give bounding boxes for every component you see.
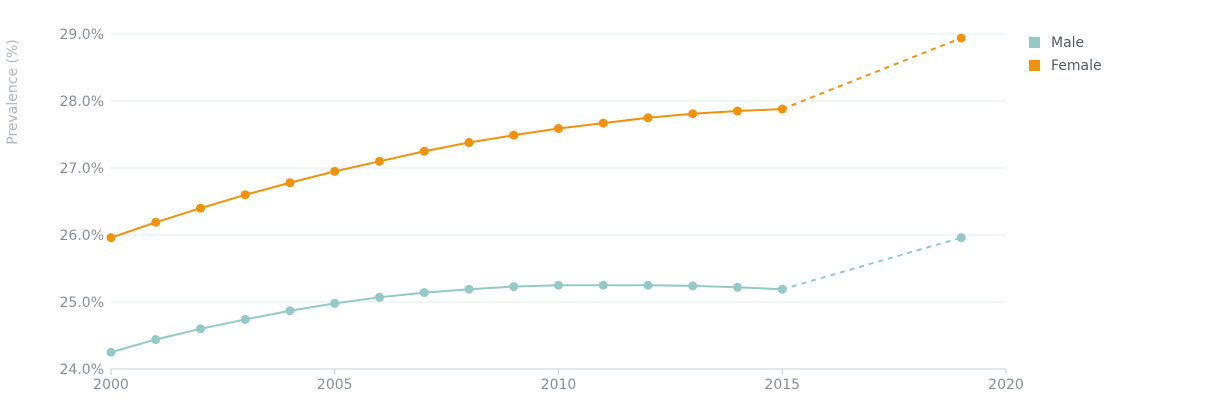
legend: Male Female [1029,35,1102,74]
data-point-female[interactable] [106,233,116,243]
data-point-female[interactable] [464,138,474,148]
data-point-female[interactable] [643,113,653,123]
y-tick-label: 25.0% [60,295,104,311]
data-point-female[interactable] [240,190,250,200]
x-tick-label: 2020 [988,377,1024,393]
data-point-male[interactable] [643,280,653,290]
data-point-male[interactable] [285,306,295,316]
series-line-male [110,284,783,354]
data-point-female[interactable] [375,156,384,166]
data-point-male[interactable] [688,281,698,291]
series-line-female [110,108,783,239]
data-point-male[interactable] [419,288,429,298]
x-tick-label: 2005 [317,377,353,393]
legend-swatch-female [1029,60,1040,71]
data-point-female[interactable] [777,104,787,114]
data-point-male[interactable] [106,347,116,357]
data-point-female[interactable] [330,166,340,176]
y-tick-label: 29.0% [60,27,104,43]
x-tick-label: 2010 [541,377,577,393]
data-point-female[interactable] [196,203,205,213]
legend-label-female: Female [1051,58,1102,74]
y-axis: 24.0% 25.0% 26.0% 27.0% 28.0% 29.0% [60,27,104,378]
data-point-male[interactable] [777,284,787,294]
data-point-male[interactable] [509,282,519,292]
data-point-female[interactable] [956,33,966,43]
data-point-male[interactable] [240,314,250,324]
data-point-male[interactable] [598,280,608,290]
y-tick-label: 24.0% [60,362,104,378]
data-point-female[interactable] [509,130,519,140]
x-axis: 2000 2005 2010 2015 2020 [93,368,1024,393]
data-point-male[interactable] [330,298,340,308]
series [106,33,966,357]
data-point-female[interactable] [598,118,608,128]
x-tick-label: 2000 [93,377,129,393]
y-tick-label: 27.0% [60,161,104,177]
data-point-female[interactable] [688,109,698,119]
gridlines [111,33,1006,303]
data-point-female[interactable] [151,217,161,227]
data-point-male[interactable] [196,324,205,334]
legend-label-male: Male [1051,35,1084,51]
data-point-male[interactable] [151,335,161,345]
data-point-female[interactable] [419,146,429,156]
data-point-male[interactable] [464,284,474,294]
data-point-male[interactable] [375,292,384,302]
legend-swatch-male [1029,37,1040,48]
y-axis-title: Prevalence (%) [5,39,21,145]
series-projection-line-male [781,236,962,291]
y-tick-label: 26.0% [60,228,104,244]
y-tick-label: 28.0% [60,94,104,110]
data-point-male[interactable] [956,233,966,243]
data-point-female[interactable] [733,106,742,116]
data-point-male[interactable] [733,282,742,292]
data-point-male[interactable] [554,280,563,290]
data-point-female[interactable] [554,123,563,133]
x-tick-label: 2015 [764,377,800,393]
data-point-female[interactable] [285,178,295,188]
series-projection-line-female [781,37,962,110]
